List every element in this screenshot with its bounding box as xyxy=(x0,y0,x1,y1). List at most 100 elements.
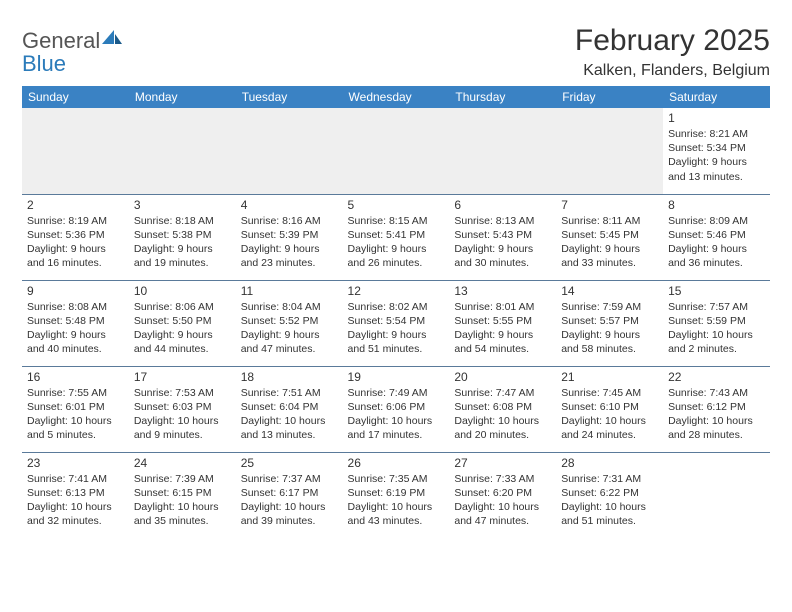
day-header: Friday xyxy=(556,86,663,108)
day-number: 13 xyxy=(454,284,551,298)
day-number: 27 xyxy=(454,456,551,470)
day-number: 28 xyxy=(561,456,658,470)
day-cell: 6 Sunrise: 8:13 AMSunset: 5:43 PMDaylight… xyxy=(449,194,556,280)
day-number: 16 xyxy=(27,370,124,384)
day-info: Sunrise: 8:09 AMSunset: 5:46 PMDaylight:… xyxy=(668,214,765,271)
day-cell: 8 Sunrise: 8:09 AMSunset: 5:46 PMDaylight… xyxy=(663,194,770,280)
day-info: Sunrise: 7:53 AMSunset: 6:03 PMDaylight:… xyxy=(134,386,231,443)
day-cell xyxy=(343,108,450,194)
day-cell: 25 Sunrise: 7:37 AMSunset: 6:17 PMDayligh… xyxy=(236,452,343,538)
day-info: Sunrise: 7:41 AMSunset: 6:13 PMDaylight:… xyxy=(27,472,124,529)
day-cell: 14 Sunrise: 7:59 AMSunset: 5:57 PMDayligh… xyxy=(556,280,663,366)
day-cell: 27 Sunrise: 7:33 AMSunset: 6:20 PMDayligh… xyxy=(449,452,556,538)
day-cell: 11 Sunrise: 8:04 AMSunset: 5:52 PMDayligh… xyxy=(236,280,343,366)
day-cell xyxy=(22,108,129,194)
day-info: Sunrise: 7:43 AMSunset: 6:12 PMDaylight:… xyxy=(668,386,765,443)
day-info: Sunrise: 8:02 AMSunset: 5:54 PMDaylight:… xyxy=(348,300,445,357)
day-info: Sunrise: 7:47 AMSunset: 6:08 PMDaylight:… xyxy=(454,386,551,443)
day-number: 6 xyxy=(454,198,551,212)
day-number: 11 xyxy=(241,284,338,298)
day-info: Sunrise: 7:49 AMSunset: 6:06 PMDaylight:… xyxy=(348,386,445,443)
day-cell: 22 Sunrise: 7:43 AMSunset: 6:12 PMDayligh… xyxy=(663,366,770,452)
logo-word2: Blue xyxy=(22,51,66,76)
day-cell: 13 Sunrise: 8:01 AMSunset: 5:55 PMDayligh… xyxy=(449,280,556,366)
day-info: Sunrise: 7:37 AMSunset: 6:17 PMDaylight:… xyxy=(241,472,338,529)
day-info: Sunrise: 7:35 AMSunset: 6:19 PMDaylight:… xyxy=(348,472,445,529)
day-cell: 20 Sunrise: 7:47 AMSunset: 6:08 PMDayligh… xyxy=(449,366,556,452)
day-number: 9 xyxy=(27,284,124,298)
day-cell xyxy=(556,108,663,194)
day-header-row: SundayMondayTuesdayWednesdayThursdayFrid… xyxy=(22,86,770,108)
week-row: 1Sunrise: 8:21 AMSunset: 5:34 PMDaylight… xyxy=(22,108,770,194)
day-cell xyxy=(663,452,770,538)
week-row: 2 Sunrise: 8:19 AMSunset: 5:36 PMDaylight… xyxy=(22,194,770,280)
day-cell: 5 Sunrise: 8:15 AMSunset: 5:41 PMDaylight… xyxy=(343,194,450,280)
day-number: 2 xyxy=(27,198,124,212)
day-number: 7 xyxy=(561,198,658,212)
day-cell: 1Sunrise: 8:21 AMSunset: 5:34 PMDaylight… xyxy=(663,108,770,194)
day-number: 22 xyxy=(668,370,765,384)
day-cell: 16 Sunrise: 7:55 AMSunset: 6:01 PMDayligh… xyxy=(22,366,129,452)
week-row: 16 Sunrise: 7:55 AMSunset: 6:01 PMDayligh… xyxy=(22,366,770,452)
day-number: 3 xyxy=(134,198,231,212)
day-number: 5 xyxy=(348,198,445,212)
day-info: Sunrise: 8:18 AMSunset: 5:38 PMDaylight:… xyxy=(134,214,231,271)
day-number: 12 xyxy=(348,284,445,298)
day-info: Sunrise: 8:08 AMSunset: 5:48 PMDaylight:… xyxy=(27,300,124,357)
day-number: 26 xyxy=(348,456,445,470)
page-title: February 2025 xyxy=(575,24,770,58)
day-number: 18 xyxy=(241,370,338,384)
day-cell: 28Sunrise: 7:31 AMSunset: 6:22 PMDayligh… xyxy=(556,452,663,538)
header: General Blue February 2025 Kalken, Fland… xyxy=(22,24,770,80)
day-cell: 19 Sunrise: 7:49 AMSunset: 6:06 PMDayligh… xyxy=(343,366,450,452)
day-cell: 26 Sunrise: 7:35 AMSunset: 6:19 PMDayligh… xyxy=(343,452,450,538)
day-number: 17 xyxy=(134,370,231,384)
day-cell: 2 Sunrise: 8:19 AMSunset: 5:36 PMDaylight… xyxy=(22,194,129,280)
day-info: Sunrise: 7:51 AMSunset: 6:04 PMDaylight:… xyxy=(241,386,338,443)
day-info: Sunrise: 7:55 AMSunset: 6:01 PMDaylight:… xyxy=(27,386,124,443)
day-cell xyxy=(236,108,343,194)
calendar-table: SundayMondayTuesdayWednesdayThursdayFrid… xyxy=(22,86,770,538)
day-header: Saturday xyxy=(663,86,770,108)
logo-word1: General xyxy=(22,28,100,53)
day-cell: 24 Sunrise: 7:39 AMSunset: 6:15 PMDayligh… xyxy=(129,452,236,538)
day-number: 19 xyxy=(348,370,445,384)
day-info: Sunrise: 8:19 AMSunset: 5:36 PMDaylight:… xyxy=(27,214,124,271)
day-number: 20 xyxy=(454,370,551,384)
day-info: Sunrise: 8:13 AMSunset: 5:43 PMDaylight:… xyxy=(454,214,551,271)
day-info: Sunrise: 7:45 AMSunset: 6:10 PMDaylight:… xyxy=(561,386,658,443)
day-info: Sunrise: 8:06 AMSunset: 5:50 PMDaylight:… xyxy=(134,300,231,357)
day-number: 21 xyxy=(561,370,658,384)
day-number: 4 xyxy=(241,198,338,212)
day-cell: 21 Sunrise: 7:45 AMSunset: 6:10 PMDayligh… xyxy=(556,366,663,452)
day-header: Monday xyxy=(129,86,236,108)
day-cell: 18 Sunrise: 7:51 AMSunset: 6:04 PMDayligh… xyxy=(236,366,343,452)
logo: General Blue xyxy=(22,24,122,76)
day-cell: 15 Sunrise: 7:57 AMSunset: 5:59 PMDayligh… xyxy=(663,280,770,366)
day-number: 24 xyxy=(134,456,231,470)
day-cell: 12 Sunrise: 8:02 AMSunset: 5:54 PMDayligh… xyxy=(343,280,450,366)
day-info: Sunrise: 8:11 AMSunset: 5:45 PMDaylight:… xyxy=(561,214,658,271)
day-cell: 7 Sunrise: 8:11 AMSunset: 5:45 PMDaylight… xyxy=(556,194,663,280)
day-cell: 10Sunrise: 8:06 AMSunset: 5:50 PMDayligh… xyxy=(129,280,236,366)
day-number: 23 xyxy=(27,456,124,470)
day-number: 25 xyxy=(241,456,338,470)
day-number: 1 xyxy=(668,111,765,125)
day-info: Sunrise: 7:39 AMSunset: 6:15 PMDaylight:… xyxy=(134,472,231,529)
day-info: Sunrise: 7:57 AMSunset: 5:59 PMDaylight:… xyxy=(668,300,765,357)
day-cell xyxy=(129,108,236,194)
day-info: Sunrise: 7:59 AMSunset: 5:57 PMDaylight:… xyxy=(561,300,658,357)
week-row: 23 Sunrise: 7:41 AMSunset: 6:13 PMDayligh… xyxy=(22,452,770,538)
day-info: Sunrise: 8:15 AMSunset: 5:41 PMDaylight:… xyxy=(348,214,445,271)
day-info: Sunrise: 7:33 AMSunset: 6:20 PMDaylight:… xyxy=(454,472,551,529)
sail-icon xyxy=(102,30,122,51)
location: Kalken, Flanders, Belgium xyxy=(575,62,770,80)
day-number: 8 xyxy=(668,198,765,212)
day-info: Sunrise: 8:04 AMSunset: 5:52 PMDaylight:… xyxy=(241,300,338,357)
day-number: 15 xyxy=(668,284,765,298)
day-info: Sunrise: 8:01 AMSunset: 5:55 PMDaylight:… xyxy=(454,300,551,357)
day-cell: 4Sunrise: 8:16 AMSunset: 5:39 PMDaylight… xyxy=(236,194,343,280)
day-cell: 17 Sunrise: 7:53 AMSunset: 6:03 PMDayligh… xyxy=(129,366,236,452)
day-cell: 9 Sunrise: 8:08 AMSunset: 5:48 PMDaylight… xyxy=(22,280,129,366)
day-number: 14 xyxy=(561,284,658,298)
